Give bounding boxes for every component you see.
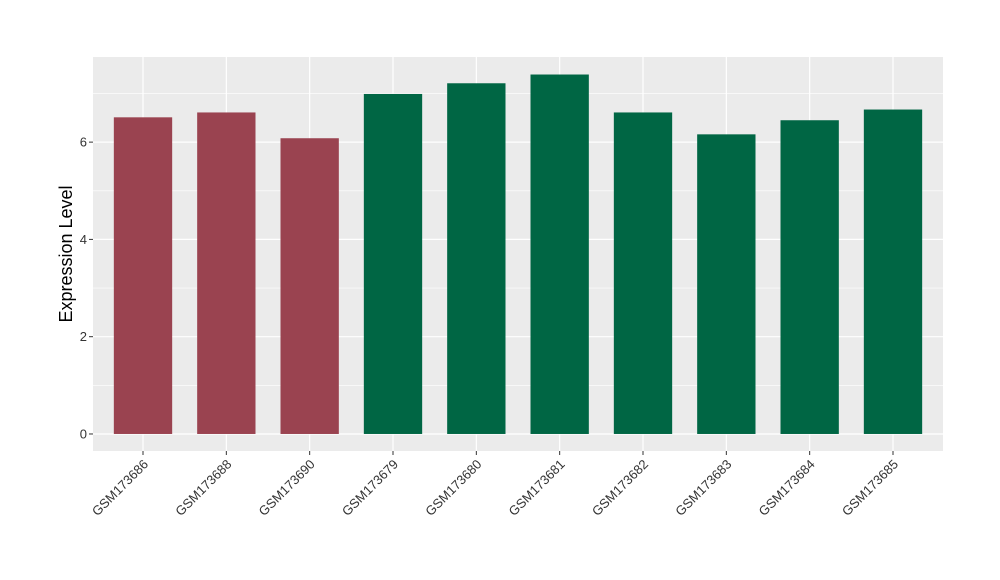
bar-gsm173679 — [363, 93, 423, 434]
bar-gsm173682 — [613, 112, 673, 434]
bar-gsm173686 — [113, 117, 173, 434]
x-tick-label: GSM173688 — [172, 457, 234, 519]
x-tick-label: GSM173682 — [589, 457, 651, 519]
x-tick-label: GSM173686 — [89, 457, 151, 519]
x-tick-label: GSM173680 — [422, 457, 484, 519]
y-tick-label: 6 — [80, 135, 87, 150]
x-tick-label: GSM173690 — [256, 457, 318, 519]
bar-gsm173683 — [697, 134, 756, 434]
bar-gsm173684 — [780, 120, 839, 434]
bar-gsm173690 — [280, 138, 339, 434]
x-tick-label: GSM173685 — [839, 457, 901, 519]
bar-gsm173685 — [863, 109, 923, 434]
x-tick-label: GSM173684 — [756, 457, 818, 519]
y-tick-label: 4 — [80, 232, 87, 247]
x-tick-label: GSM173679 — [339, 457, 401, 519]
y-axis: 0 2 4 6 — [80, 135, 93, 441]
x-axis: GSM173686 GSM173688 GSM173690 GSM173679 GSM1… — [89, 451, 901, 519]
bar-gsm173681 — [530, 74, 589, 434]
y-tick-label: 2 — [80, 329, 87, 344]
bar-gsm173680 — [447, 83, 506, 434]
x-tick-label: GSM173683 — [672, 457, 734, 519]
y-axis-label: Expression Level — [56, 185, 76, 322]
y-tick-label: 0 — [80, 426, 87, 441]
x-tick-label: GSM173681 — [506, 457, 568, 519]
bars — [113, 74, 923, 434]
bar-gsm173688 — [197, 112, 256, 434]
